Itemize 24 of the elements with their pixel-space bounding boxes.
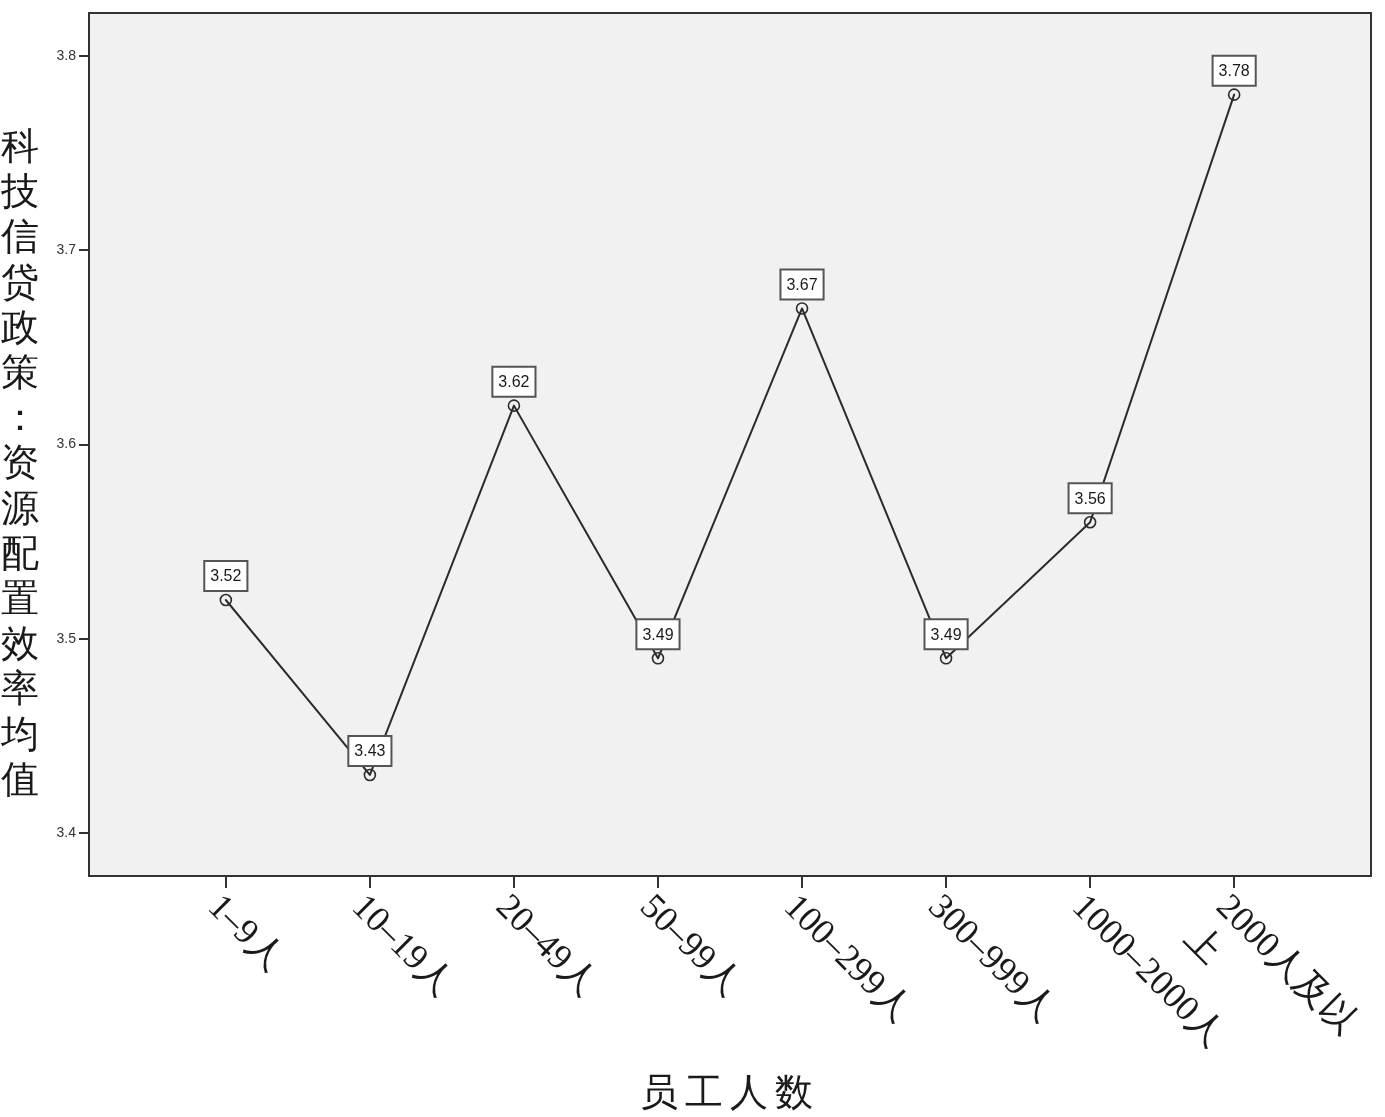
data-label: 3.62 [498,373,530,391]
point [363,768,377,782]
y-tick-label: 3.5 [56,629,77,646]
x-axis-title: 员工人数 [639,1070,821,1114]
point [219,593,233,607]
data-label: 3.67 [786,275,818,293]
data-label: 3.56 [1074,489,1106,507]
y-tick-label: 3.6 [56,435,77,452]
data-label: 3.49 [642,625,674,643]
point [795,302,809,315]
point [1083,515,1097,529]
point [1227,88,1241,101]
point [507,399,521,412]
point [651,652,665,665]
y-tick-label: 3.8 [56,46,77,63]
data-label: 3.78 [1218,62,1250,80]
y-tick-label: 3.7 [56,240,77,257]
x-tick-label: 1–9人 [200,885,293,978]
point [939,652,953,665]
data-label: 3.52 [210,567,242,585]
text: 科技信贷政策：资源配置效率均值 [1,125,39,800]
data-label: 3.49 [930,625,962,643]
y-tick-label: 3.4 [56,824,77,841]
data-label: 3.43 [354,742,386,760]
